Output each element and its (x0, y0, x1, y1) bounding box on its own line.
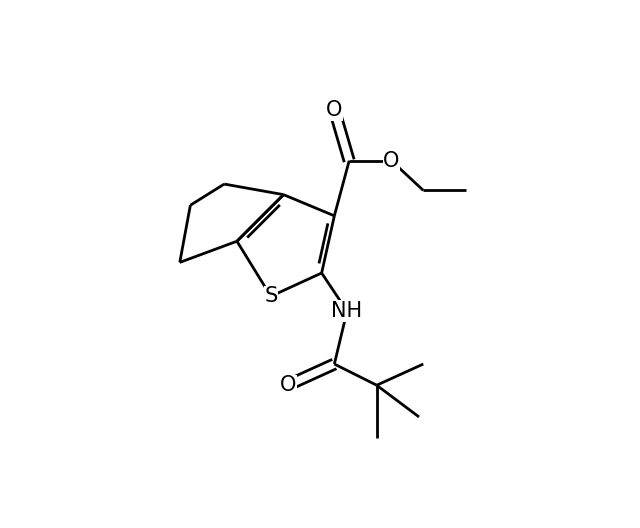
Text: NH: NH (332, 301, 363, 321)
Text: O: O (280, 375, 296, 395)
Text: S: S (264, 286, 278, 306)
Text: O: O (326, 100, 342, 120)
Text: O: O (383, 151, 400, 171)
